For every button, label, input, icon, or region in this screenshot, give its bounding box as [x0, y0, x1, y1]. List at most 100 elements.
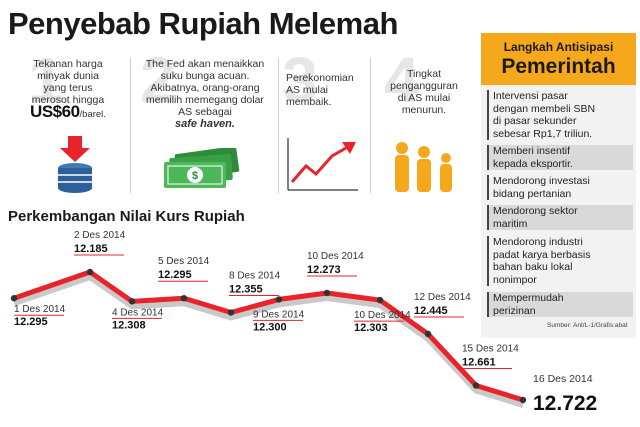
measure-line: sebesar Rp1,7 triliun. [493, 127, 593, 140]
date-label: 15 Des 2014 [462, 343, 519, 354]
panel-title-small: Langkah Antisipasi [503, 40, 614, 54]
cause-text: Tingkat pengangguran di AS mulai menurun… [372, 68, 476, 116]
divider [278, 58, 279, 193]
data-point [519, 396, 527, 404]
date-label: 4 Des 2014 [112, 307, 164, 318]
measure-line: Mempermudah [493, 292, 564, 304]
series-shadow [13, 273, 524, 408]
data-point [180, 295, 188, 302]
date-label: 5 Des 2014 [158, 256, 210, 267]
measure-line: bahan baku lokal [493, 261, 573, 273]
measure-line: Mendorong investasi [493, 175, 590, 187]
measure-line: dengan membeli SBN [493, 102, 596, 115]
measure-line: di pasar sekunder [493, 115, 577, 127]
cause-line: Perekonomian [286, 72, 354, 84]
cause-line: yang terus [43, 82, 93, 94]
source-note: Sumber: Ant/L-1/Grafis:abat [547, 322, 628, 329]
cause-2: 2 The Fed akan menaikkan suku bunga acua… [134, 48, 276, 202]
panel-title-big: Pemerintah [501, 55, 616, 78]
divider [370, 58, 371, 193]
value-label: 12.661 [462, 356, 496, 368]
cause-line: memilih memegang dolar [146, 94, 264, 106]
data-point [376, 296, 384, 304]
data-point [424, 330, 432, 338]
value-label: 12.273 [307, 264, 341, 276]
value-label: 12.303 [354, 322, 388, 334]
divider [130, 58, 131, 193]
data-point [275, 296, 283, 303]
date-label: 10 Des 2014 [354, 310, 411, 321]
data-point [128, 298, 136, 305]
cause-line: membaik. [286, 96, 332, 108]
measure-line: bidang pertanian [493, 187, 572, 200]
chart-title: Perkembangan Nilai Kurs Rupiah [8, 208, 245, 225]
measure-line: perizinan [493, 304, 536, 317]
cause-line: merosot hingga [31, 94, 105, 106]
cause-text: Perekonomian AS mulai membaik. [286, 72, 362, 108]
value-label: 12.445 [414, 305, 448, 317]
cause-line: AS sebagai [178, 106, 232, 118]
panel-header: Langkah Antisipasi Pemerintah [481, 33, 636, 85]
value-label: 12.722 [533, 392, 597, 415]
cause-line: Akibatnya, orang-orang [150, 82, 260, 94]
cause-number: 1 [28, 44, 64, 116]
measure-line: kepada eksportir. [493, 157, 573, 170]
cause-line: di AS mulai [397, 92, 451, 104]
measure-item: Memberi insentif kepada eksportir. [487, 145, 633, 170]
measure-line: Memberi insentif [493, 145, 571, 157]
data-point [86, 268, 94, 276]
measure-line: nonimpor [493, 273, 537, 286]
measure-item: Mendorong sektor maritim [487, 205, 633, 230]
date-label: 9 Des 2014 [253, 309, 305, 320]
data-point [323, 289, 331, 297]
cause-line: Tingkat [406, 68, 442, 80]
cause-emphasis: safe haven. [175, 118, 235, 130]
page-title: Penyebab Rupiah Melemah [8, 6, 398, 41]
measure-line: Mendorong industri [493, 236, 583, 248]
data-point [472, 382, 480, 389]
trend-up-icon [287, 138, 358, 191]
value-label: 12.295 [14, 316, 48, 328]
measure-line: padat karya berbasis [493, 248, 591, 261]
measure-item: Intervensi pasar dengan membeli SBN di p… [487, 90, 633, 140]
value-label: 12.295 [158, 269, 192, 281]
data-point [227, 309, 235, 316]
measure-line: maritim [493, 217, 528, 230]
money-stack-icon: $ [164, 148, 240, 188]
measure-item: Mempermudah perizinan [487, 292, 633, 317]
oil-price: US$60 [30, 102, 80, 121]
cause-line: AS mulai [286, 84, 329, 96]
date-label: 12 Des 2014 [414, 292, 471, 303]
value-label: 12.308 [112, 319, 146, 331]
measure-line: Mendorong sektor [493, 205, 578, 217]
cause-4: 4 Tingkat pengangguran di AS mulai menur… [372, 48, 476, 202]
cause-text: Tekanan harga minyak dunia yang terus me… [14, 58, 122, 121]
measure-line: Intervensi pasar [493, 90, 568, 102]
date-label: 2 Des 2014 [74, 230, 126, 241]
cause-number: 2 [140, 44, 176, 116]
value-label: 12.300 [253, 321, 287, 333]
cause-3: 3 Perekonomian AS mulai membaik. [280, 48, 366, 202]
cause-line: The Fed akan menaikkan [145, 58, 265, 70]
cause-1: 1 Tekanan harga minyak dunia yang terus … [10, 48, 126, 202]
government-measures-panel: Langkah Antisipasi Pemerintah Intervensi… [481, 33, 636, 338]
cause-text: The Fed akan menaikkan suku bunga acuan.… [134, 58, 276, 130]
date-label: 16 Des 2014 [533, 373, 593, 385]
people-icon [395, 142, 452, 192]
oil-price-unit: /barel. [79, 109, 106, 120]
cause-line: suku bunga acuan. [160, 70, 250, 82]
measure-item: Mendorong industri padat karya berbasis … [487, 236, 633, 286]
value-label: 12.355 [229, 284, 263, 296]
date-label: 10 Des 2014 [307, 251, 364, 262]
cause-number: 3 [282, 44, 318, 116]
cause-number: 4 [384, 44, 420, 116]
value-label: 12.185 [74, 243, 108, 255]
cause-line: minyak dunia [37, 70, 99, 82]
date-label: 1 Des 2014 [14, 304, 66, 315]
oil-barrel-down-icon [58, 136, 92, 193]
svg-text:$: $ [192, 170, 198, 182]
data-point [10, 295, 18, 302]
date-label: 8 Des 2014 [229, 271, 281, 282]
cause-line: menurun. [401, 104, 447, 116]
